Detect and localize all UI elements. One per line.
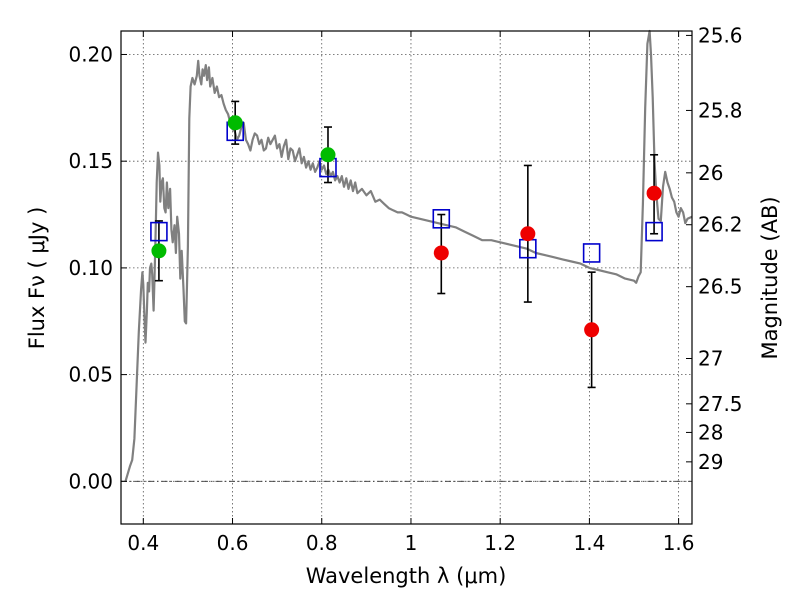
template-spectrum-line [124,29,693,482]
magnitude-tick-label: 29 [698,450,723,474]
x-axis-ticks: 0.4 0.6 0.8 1 1.2 1.4 1.6 [127,31,695,555]
plot-frame [120,30,693,525]
x-tick-label: 1.6 [663,531,695,555]
marginal-detection-point [646,185,662,201]
marginal-detection-point [520,226,536,242]
x-tick-label: 0.6 [217,531,249,555]
model-photometry-square [150,221,168,242]
marginal-detection-point [584,322,600,338]
detection-point [227,115,243,131]
y-tick-label: 0.10 [68,256,113,280]
x-tick-label: 1.4 [573,531,605,555]
magnitude-axis-ticks: 25.6 25.8 26 26.2 26.5 27 27.5 28 29 [686,23,743,474]
y-tick-label: 0.15 [68,149,113,173]
magnitude-tick-label: 25.6 [698,23,743,47]
x-tick-label: 0.4 [127,531,159,555]
x-tick-label: 0.8 [306,531,338,555]
x-tick-label: 1 [405,531,418,555]
x-axis-title: Wavelength λ (μm) [306,564,507,588]
magnitude-tick-label: 28 [698,420,723,444]
y-tick-label: 0.00 [68,469,113,493]
model-photometry-square [582,243,601,263]
model-photometry-square [432,209,451,229]
y-tick-label: 0.05 [68,363,113,387]
y2-axis-title: Magnitude (AB) [758,196,782,359]
x-tick-label: 1.2 [484,531,516,555]
magnitude-tick-label: 27.5 [698,392,743,416]
magnitude-tick-label: 26.2 [698,213,743,237]
model-photometry-square [645,221,663,242]
marginal-detection-point [433,245,449,261]
template-spectrum [124,29,693,482]
grid [121,31,692,524]
magnitude-tick-label: 27 [698,347,723,371]
magnitude-tick-label: 26.5 [698,275,743,299]
y-tick-label: 0.20 [68,42,113,66]
y-axis-title: Flux Fν ( μJy ) [25,207,49,350]
y-axis-ticks: 0.00 0.05 0.10 0.15 0.20 [68,42,127,493]
magnitude-tick-label: 26 [698,161,723,185]
detection-point [151,243,167,259]
error-bars [154,100,659,389]
model-photometry [150,121,663,263]
magnitude-tick-label: 25.8 [698,98,743,122]
observed-photometry [151,115,662,338]
detection-point [320,147,336,163]
